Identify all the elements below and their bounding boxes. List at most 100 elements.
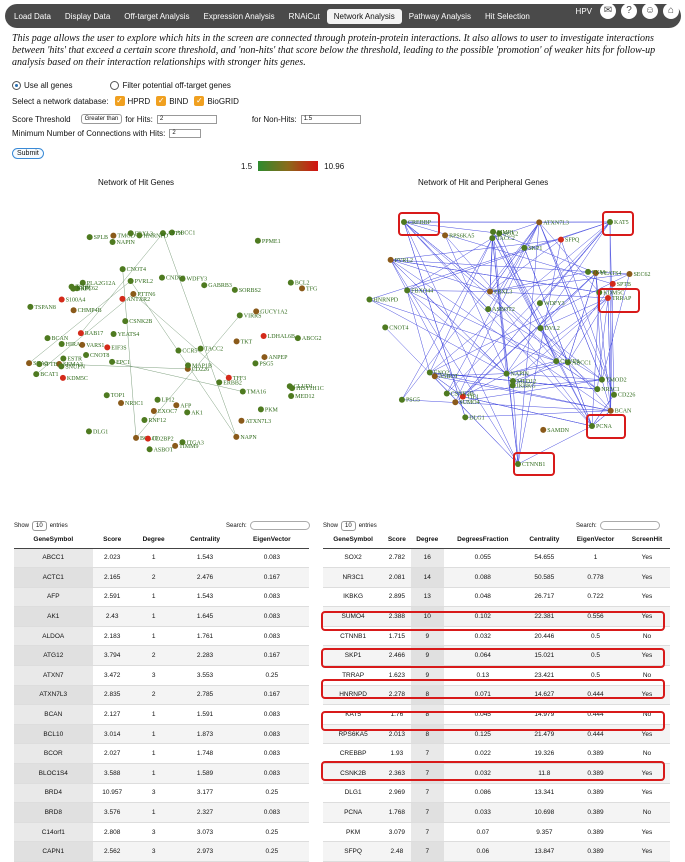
gene-node[interactable] xyxy=(201,282,207,288)
gene-node[interactable] xyxy=(151,408,157,414)
home-icon[interactable]: ⌂ xyxy=(663,3,679,19)
nav-tab-rnaicut[interactable]: RNAiCut xyxy=(282,9,327,24)
nav-tab-hit-selection[interactable]: Hit Selection xyxy=(478,9,537,24)
gene-node[interactable] xyxy=(404,287,410,293)
gene-node[interactable] xyxy=(399,397,405,403)
gene-node[interactable] xyxy=(59,341,65,347)
gene-node[interactable] xyxy=(594,386,600,392)
gene-node[interactable] xyxy=(553,358,559,364)
column-header[interactable]: GeneSymbol xyxy=(14,532,93,548)
filter-off-target-radio[interactable] xyxy=(110,81,119,90)
gene-node[interactable] xyxy=(427,370,433,376)
gene-node[interactable] xyxy=(261,354,267,360)
gene-node[interactable] xyxy=(36,361,42,367)
gene-node[interactable] xyxy=(504,371,510,377)
gene-node[interactable] xyxy=(521,245,527,251)
gene-node[interactable] xyxy=(401,219,407,225)
column-header[interactable]: EigenVector xyxy=(567,532,624,548)
nav-tab-network-analysis[interactable]: Network Analysis xyxy=(327,9,402,24)
gene-node[interactable] xyxy=(585,269,591,275)
gene-node[interactable] xyxy=(234,338,240,344)
peripheral-gene-network[interactable]: CREBBPTACC2YEATS4KAT5BCANNAPINENO2ATXN7L… xyxy=(340,190,680,480)
gene-node[interactable] xyxy=(444,390,450,396)
gene-node[interactable] xyxy=(147,446,153,452)
gene-node[interactable] xyxy=(159,275,165,281)
column-header[interactable]: Degree xyxy=(411,532,444,548)
gene-node[interactable] xyxy=(253,308,259,314)
gene-node[interactable] xyxy=(173,402,179,408)
right-entries-select[interactable]: 10 xyxy=(341,521,356,531)
nav-tab-pathway-analysis[interactable]: Pathway Analysis xyxy=(402,9,478,24)
min-connections-input[interactable]: 2 xyxy=(169,129,201,138)
column-header[interactable]: Degree xyxy=(132,532,176,548)
gene-node[interactable] xyxy=(78,330,84,336)
gene-node[interactable] xyxy=(128,230,134,236)
gene-node[interactable] xyxy=(136,232,142,238)
gene-node[interactable] xyxy=(118,400,124,406)
gene-node[interactable] xyxy=(536,219,542,225)
gene-node[interactable] xyxy=(86,428,92,434)
user-icon[interactable]: ☺ xyxy=(642,3,658,19)
gene-node[interactable] xyxy=(87,234,93,240)
gene-node[interactable] xyxy=(60,375,66,381)
nonhits-threshold-input[interactable]: 1.5 xyxy=(301,115,361,124)
nav-tab-load-data[interactable]: Load Data xyxy=(7,9,58,24)
gene-node[interactable] xyxy=(58,363,64,369)
gene-node[interactable] xyxy=(26,360,32,366)
gene-node[interactable] xyxy=(596,289,602,295)
gene-node[interactable] xyxy=(626,271,632,277)
gene-node[interactable] xyxy=(233,434,239,440)
gene-node[interactable] xyxy=(608,408,614,414)
gene-node[interactable] xyxy=(141,417,147,423)
submit-button[interactable]: Submit xyxy=(12,148,44,159)
gene-node[interactable] xyxy=(366,296,372,302)
gene-node[interactable] xyxy=(179,439,185,445)
gene-node[interactable] xyxy=(184,409,190,415)
nav-tab-display-data[interactable]: Display Data xyxy=(58,9,117,24)
gene-node[interactable] xyxy=(510,382,516,388)
gene-node[interactable] xyxy=(120,266,126,272)
gene-node[interactable] xyxy=(59,297,65,303)
gene-node[interactable] xyxy=(110,233,116,239)
gene-node[interactable] xyxy=(33,371,39,377)
gene-node[interactable] xyxy=(133,435,139,441)
gene-node[interactable] xyxy=(288,280,294,286)
gene-node[interactable] xyxy=(128,278,134,284)
nav-tab-off-target-analysis[interactable]: Off-target Analysis xyxy=(117,9,196,24)
gene-node[interactable] xyxy=(485,306,491,312)
gene-node[interactable] xyxy=(180,276,186,282)
gene-node[interactable] xyxy=(237,312,243,318)
hit-gene-network[interactable]: BCANTFF3SEMA3CLUD1SEC62BCL10PTTN6RAB17PV… xyxy=(5,190,335,480)
biogrid-checkbox[interactable]: ✓ xyxy=(194,96,204,106)
right-search-input[interactable] xyxy=(600,521,660,530)
gene-node[interactable] xyxy=(261,333,267,339)
gene-node[interactable] xyxy=(462,414,468,420)
column-header[interactable]: Score xyxy=(383,532,410,548)
gene-node[interactable] xyxy=(537,300,543,306)
bind-checkbox[interactable]: ✓ xyxy=(156,96,166,106)
gene-node[interactable] xyxy=(490,229,496,235)
gene-node[interactable] xyxy=(175,348,181,354)
